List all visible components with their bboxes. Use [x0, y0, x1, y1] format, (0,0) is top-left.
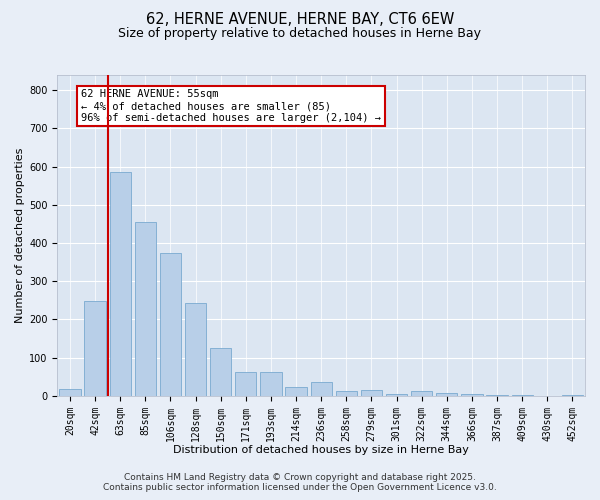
Bar: [85, 301, 106, 396]
Bar: [361, 390, 382, 396]
Bar: [210, 348, 232, 396]
Bar: [185, 304, 206, 396]
Bar: [110, 172, 131, 396]
Bar: [335, 392, 357, 396]
Bar: [260, 372, 281, 396]
Text: 62 HERNE AVENUE: 55sqm
← 4% of detached houses are smaller (85)
96% of semi-deta: 62 HERNE AVENUE: 55sqm ← 4% of detached …: [81, 90, 381, 122]
Bar: [386, 394, 407, 396]
Text: 62, HERNE AVENUE, HERNE BAY, CT6 6EW: 62, HERNE AVENUE, HERNE BAY, CT6 6EW: [146, 12, 454, 28]
Bar: [235, 372, 256, 396]
Bar: [160, 252, 181, 396]
Bar: [59, 390, 80, 396]
Bar: [311, 382, 332, 396]
Bar: [436, 393, 457, 396]
Text: Contains HM Land Registry data © Crown copyright and database right 2025.
Contai: Contains HM Land Registry data © Crown c…: [103, 473, 497, 492]
Text: Size of property relative to detached houses in Herne Bay: Size of property relative to detached ho…: [119, 28, 482, 40]
X-axis label: Distribution of detached houses by size in Herne Bay: Distribution of detached houses by size …: [173, 445, 469, 455]
Bar: [286, 387, 307, 396]
Bar: [134, 222, 156, 396]
Y-axis label: Number of detached properties: Number of detached properties: [15, 148, 25, 323]
Bar: [461, 394, 482, 396]
Bar: [411, 391, 433, 396]
Bar: [487, 395, 508, 396]
